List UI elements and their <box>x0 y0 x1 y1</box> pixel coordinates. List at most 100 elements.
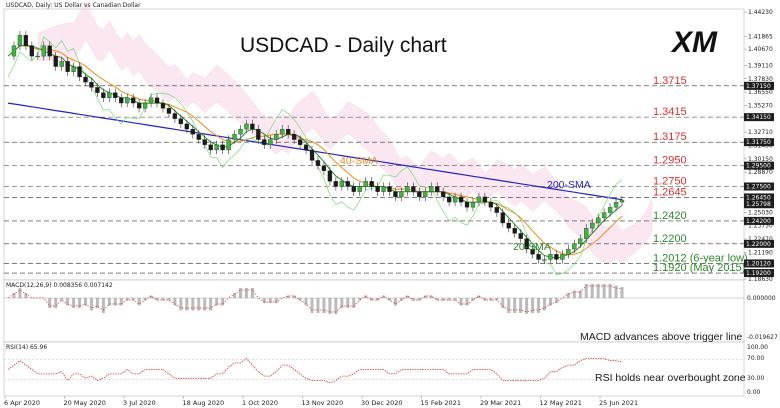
candle-body <box>202 139 207 145</box>
price-badge-text: 1.29500 <box>746 163 771 170</box>
candle-body <box>303 144 309 151</box>
price-badge-text: 1.19200 <box>746 270 771 277</box>
macd-bar <box>298 298 302 301</box>
y-tick-label: 1.40670 <box>748 46 773 53</box>
price-badge-bg <box>744 269 774 278</box>
candle-body <box>95 87 100 93</box>
candle-body <box>607 207 613 213</box>
candle-body <box>458 196 464 203</box>
price-badge-text: 1.24200 <box>746 218 771 225</box>
x-axis-label: 1 Oct 2020 <box>242 399 278 407</box>
macd-bar <box>101 298 105 313</box>
y-tick-label: 1.36550 <box>748 89 773 96</box>
level-label: 1.3715 <box>653 75 687 87</box>
x-axis-label: 25 Jun 2021 <box>599 399 638 407</box>
candle-body <box>160 102 166 109</box>
main-panel <box>3 8 745 281</box>
y-tick-label: 1.18630 <box>748 276 773 283</box>
candle-body <box>101 92 106 98</box>
candle-body <box>429 186 434 192</box>
price-badge-bg <box>744 138 774 147</box>
candle-body <box>119 97 124 104</box>
macd-bar <box>417 298 421 301</box>
rsi-ytick-3: 0.00 <box>747 389 761 396</box>
candle-body <box>476 196 482 203</box>
macd-title: MACD(12,26,9) 0.008356 0.007142 <box>6 282 113 289</box>
macd-bar <box>602 284 606 298</box>
macd-signal-line <box>7 285 623 313</box>
candle-body <box>208 144 213 151</box>
macd-bar <box>423 295 427 298</box>
candle-body <box>226 139 231 151</box>
macd-bar <box>54 298 58 308</box>
macd-bar <box>262 298 266 303</box>
candle-body <box>441 191 446 198</box>
macd-bar <box>447 298 451 301</box>
lagging-line <box>7 36 623 276</box>
macd-bar <box>525 298 529 314</box>
macd-bar <box>203 298 207 311</box>
macd-bar <box>66 298 70 306</box>
price-badge-bg <box>744 239 774 248</box>
macd-bar <box>215 298 219 306</box>
macd-bar <box>376 298 380 301</box>
candle-body <box>65 61 70 72</box>
level-label: 1.2950 <box>653 155 687 167</box>
price-badge-text: 1.34150 <box>746 114 771 121</box>
xm-logo: XM <box>660 22 738 60</box>
price-badge-bg <box>744 216 774 225</box>
candle-body <box>452 196 458 203</box>
candle-body <box>619 199 625 203</box>
candle-body <box>244 123 249 130</box>
level-label: 1.3175 <box>653 131 687 143</box>
macd-bar <box>12 293 16 298</box>
x-axis-labels: 6 Apr 2020 20 May 2020 3 Jul 2020 18 Aug 20… <box>4 396 638 407</box>
candle-body <box>369 181 374 187</box>
candle-body <box>536 254 541 260</box>
y-tick-label: 1.25030 <box>748 209 773 216</box>
macd-bar <box>173 298 177 306</box>
candle-body <box>446 196 452 203</box>
price-badge-bg <box>744 193 774 202</box>
candle-body <box>148 97 154 104</box>
candle-body <box>256 128 261 140</box>
candle-body <box>399 191 404 198</box>
candle-body <box>154 97 160 104</box>
logo-text: XM <box>670 26 718 59</box>
x-axis-label: 13 Nov 2020 <box>302 399 344 407</box>
candle-body <box>506 222 511 229</box>
price-badge-bg <box>744 113 774 122</box>
candle-body <box>321 165 327 171</box>
macd-bar <box>221 298 225 306</box>
macd-bar <box>435 298 439 301</box>
macd-ytick-0: 0.000000 <box>747 295 776 302</box>
macd-bar <box>566 293 570 298</box>
candle-body <box>29 45 34 57</box>
candle-body <box>172 113 178 119</box>
candle-body <box>23 35 29 46</box>
macd-bar <box>465 298 469 306</box>
macd-bar <box>131 298 135 301</box>
price-badge-bg <box>744 259 774 268</box>
candle-body <box>238 128 243 135</box>
macd-bar <box>292 295 296 298</box>
macd-bar <box>483 298 487 301</box>
level-label: 1.2012 (6-year low) <box>653 252 748 264</box>
candle-body <box>35 55 40 58</box>
candle-body <box>548 254 553 260</box>
price-badge-text: 1.25798 <box>746 201 771 208</box>
macd-bar <box>405 295 409 298</box>
macd-bar <box>137 298 141 306</box>
macd-bar <box>167 298 171 301</box>
level-label: 1.1920 (May 2015) <box>653 262 745 274</box>
candle-body <box>411 186 416 192</box>
macd-note: MACD advances above trigger line <box>580 331 742 343</box>
candle-body <box>83 76 88 83</box>
macd-bar <box>578 290 582 298</box>
candle-body <box>59 61 64 67</box>
candle-body <box>297 139 303 145</box>
rsi-ytick-2: 30.00 <box>747 375 764 382</box>
macd-bar <box>495 298 499 301</box>
macd-bar <box>328 298 332 314</box>
macd-bar <box>352 298 356 308</box>
